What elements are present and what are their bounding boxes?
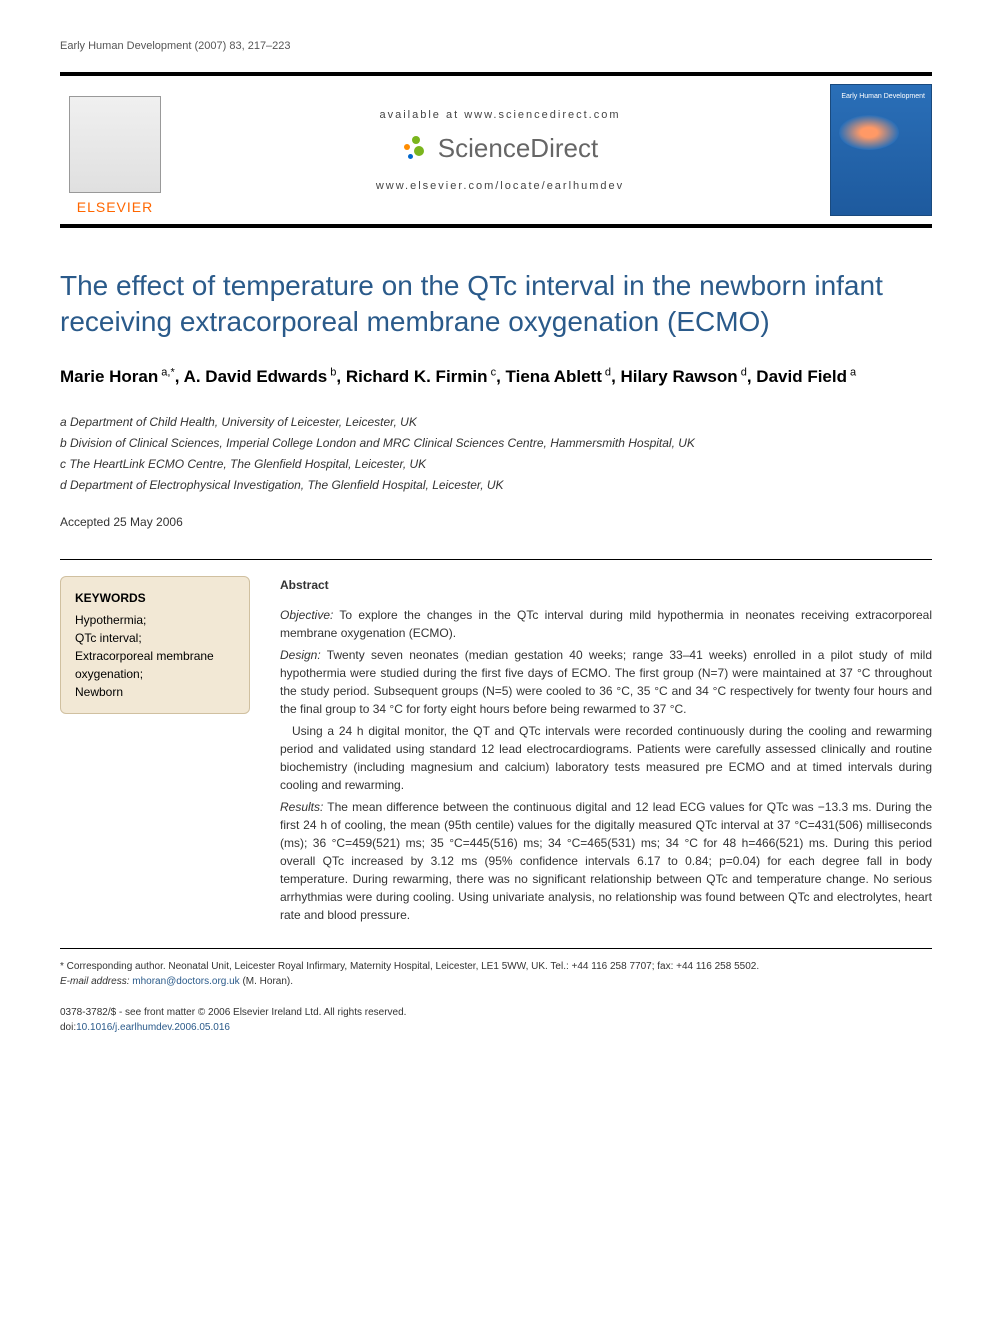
journal-cover: Early Human Development <box>830 84 932 216</box>
journal-cover-title: Early Human Development <box>841 93 925 101</box>
design-text: Twenty seven neonates (median gestation … <box>280 648 932 716</box>
abstract-design2: Using a 24 h digital monitor, the QT and… <box>280 722 932 794</box>
abstract-heading: Abstract <box>280 576 932 594</box>
abstract-design: Design: Twenty seven neonates (median ge… <box>280 646 932 718</box>
footnotes: * Corresponding author. Neonatal Unit, L… <box>60 948 932 989</box>
affiliation-b: b Division of Clinical Sciences, Imperia… <box>60 434 932 453</box>
design2-text: Using a 24 h digital monitor, the QT and… <box>280 724 932 792</box>
results-label: Results: <box>280 800 323 814</box>
elsevier-logo: ELSEVIER <box>60 85 170 215</box>
abstract-results: Results: The mean difference between the… <box>280 798 932 924</box>
running-header: Early Human Development (2007) 83, 217–2… <box>60 40 932 52</box>
journal-url: www.elsevier.com/locate/earlhumdev <box>190 180 810 192</box>
doi-section: 0378-3782/$ - see front matter © 2006 El… <box>60 1005 932 1035</box>
results-text: The mean difference between the continuo… <box>280 800 932 922</box>
email-author: (M. Horan). <box>240 976 293 987</box>
design-label: Design: <box>280 648 321 662</box>
email-label: E-mail address: <box>60 976 129 987</box>
elsevier-name: ELSEVIER <box>77 199 153 215</box>
authors: Marie Horan a,*, A. David Edwards b, Ric… <box>60 365 932 389</box>
sciencedirect-logo: ScienceDirect <box>190 133 810 164</box>
article-title: The effect of temperature on the QTc int… <box>60 268 932 341</box>
objective-text: To explore the changes in the QTc interv… <box>280 608 932 640</box>
abstract-section: KEYWORDS Hypothermia; QTc interval; Extr… <box>60 559 932 928</box>
corresponding-author: * Corresponding author. Neonatal Unit, L… <box>60 959 932 974</box>
affiliation-c: c The HeartLink ECMO Centre, The Glenfie… <box>60 455 932 474</box>
copyright-line: 0378-3782/$ - see front matter © 2006 El… <box>60 1005 932 1020</box>
objective-label: Objective: <box>280 608 333 622</box>
keywords-list: Hypothermia; QTc interval; Extracorporea… <box>75 611 235 701</box>
email-link[interactable]: mhoran@doctors.org.uk <box>132 976 239 987</box>
email-line: E-mail address: mhoran@doctors.org.uk (M… <box>60 974 932 989</box>
available-at-text: available at www.sciencedirect.com <box>190 109 810 121</box>
keywords-box: KEYWORDS Hypothermia; QTc interval; Extr… <box>60 576 250 714</box>
abstract-objective: Objective: To explore the changes in the… <box>280 606 932 642</box>
journal-cover-image <box>839 115 899 150</box>
affiliation-a: a Department of Child Health, University… <box>60 413 932 432</box>
publisher-header: ELSEVIER available at www.sciencedirect.… <box>60 72 932 228</box>
keywords-title: KEYWORDS <box>75 589 235 607</box>
sciencedirect-text: ScienceDirect <box>438 133 598 164</box>
page-container: Early Human Development (2007) 83, 217–2… <box>0 0 992 1075</box>
doi-label: doi: <box>60 1022 76 1033</box>
doi-line: doi:10.1016/j.earlhumdev.2006.05.016 <box>60 1020 932 1035</box>
affiliation-d: d Department of Electrophysical Investig… <box>60 476 932 495</box>
sciencedirect-icon <box>402 134 430 162</box>
accepted-date: Accepted 25 May 2006 <box>60 515 932 529</box>
header-center: available at www.sciencedirect.com Scien… <box>170 109 830 192</box>
affiliations: a Department of Child Health, University… <box>60 413 932 496</box>
doi-link[interactable]: 10.1016/j.earlhumdev.2006.05.016 <box>76 1022 230 1033</box>
elsevier-tree-icon <box>69 96 161 193</box>
abstract-content: Abstract Objective: To explore the chang… <box>280 576 932 928</box>
